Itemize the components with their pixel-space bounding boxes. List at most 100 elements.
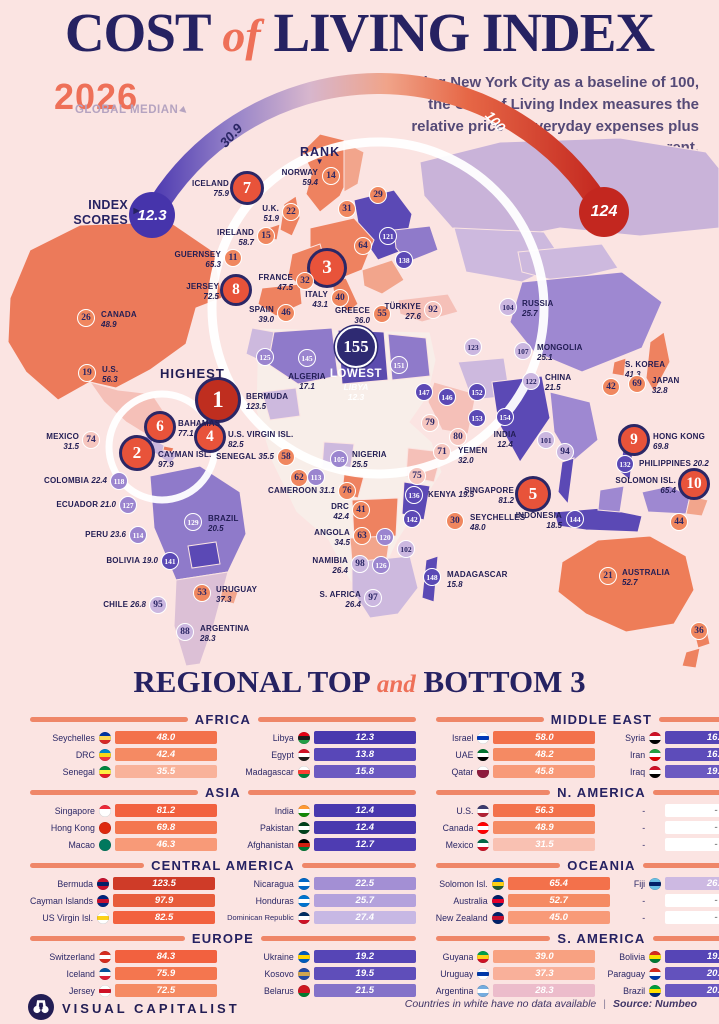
value-bar: - (665, 804, 719, 817)
region-row: Australia 52.7 (436, 893, 610, 908)
header-bar (435, 936, 551, 941)
page-title: COST of LIVING INDEX (64, 2, 655, 63)
region-africa: AFRICA Seychelles 48.0 DRC 42.4 Senegal 35.5 Li… (30, 712, 416, 779)
country-label: Senegal (62, 766, 95, 777)
rank-pointer-label: RANK ▼ (300, 145, 341, 166)
region-title: MIDDLE EAST (550, 712, 653, 727)
flag-icon (649, 877, 662, 890)
country-label: Iran (629, 749, 646, 760)
flag-icon (297, 984, 310, 997)
country-label: Fiji (633, 878, 646, 889)
header-bar (435, 790, 551, 795)
country-label: Singapore (54, 805, 95, 816)
value-bar: 12.4 (313, 804, 416, 817)
country-label: - (642, 839, 646, 850)
region-row: Qatar 45.8 (436, 764, 596, 779)
header-bar (30, 717, 188, 722)
region-row: Senegal 35.5 (30, 764, 217, 779)
region-row: India 12.4 (229, 803, 416, 818)
value-bar: - (665, 894, 719, 907)
country-label: Canada (442, 822, 474, 833)
region-row: Belarus 21.5 (229, 983, 416, 998)
flag-icon (491, 911, 504, 924)
region-row: -- (607, 820, 719, 835)
region-row: Jersey 72.5 (30, 983, 217, 998)
region-row: Bermuda 123.5 (30, 876, 216, 891)
regions-grid: AFRICA Seychelles 48.0 DRC 42.4 Senegal 35.5 Li… (30, 712, 719, 998)
region-row: Libya 12.3 (229, 730, 416, 745)
flag-icon (491, 877, 504, 890)
header-bar (30, 863, 145, 868)
region-row: Canada 48.9 (436, 820, 596, 835)
country-label: India (274, 805, 294, 816)
value-bar: 48.2 (493, 748, 596, 761)
flag-icon (297, 838, 310, 851)
flag-icon (297, 967, 310, 980)
bottom3-column: Syria 16.1 Iran 16.2 Iraq 19.0 (607, 730, 719, 779)
value-bar: 19.5 (313, 967, 416, 980)
flag-icon (297, 950, 310, 963)
value-bar: 35.5 (114, 765, 217, 778)
value-bar: 75.9 (114, 967, 217, 980)
value-bar: 84.3 (114, 950, 217, 963)
flag-icon (297, 804, 310, 817)
region-row: Pakistan 12.4 (229, 820, 416, 835)
rank-arrow-icon: ▼ (315, 157, 325, 166)
header-bar (30, 790, 198, 795)
flag-icon (477, 748, 490, 761)
value-bar: 45.8 (493, 765, 596, 778)
region-row: Fiji 26.7 (622, 876, 719, 891)
top3-column: Guyana 39.0 Uruguay 37.3 Argentina 28.3 (436, 949, 596, 998)
top3-column: U.S. 56.3 Canada 48.9 Mexico 31.5 (436, 803, 596, 852)
flag-icon (98, 804, 111, 817)
region-n-america: N. AMERICA U.S. 56.3 Canada 48.9 Mexico 31.5- -… (435, 785, 719, 852)
region-row: Ukraine 19.2 (229, 949, 416, 964)
region-row: U.S. 56.3 (436, 803, 596, 818)
header-bar (652, 936, 719, 941)
flag-icon (297, 765, 310, 778)
no-data-note: Countries in white have no data availabl… (404, 998, 597, 1010)
flag-icon (98, 984, 111, 997)
flag-icon (297, 748, 310, 761)
country-label: - (642, 805, 646, 816)
region-row: Mexico 31.5 (436, 837, 596, 852)
brand-name: VISUAL CAPITALIST (62, 1001, 240, 1016)
region-oceania: OCEANIA Solomon Isl. 65.4 Australia 52.7 New … (435, 858, 719, 925)
region-row: -- (622, 910, 719, 925)
flag-icon (477, 821, 490, 834)
region-row: -- (607, 803, 719, 818)
region-row: Dominican Republic 27.4 (227, 910, 416, 925)
country-label: Iceland (66, 968, 95, 979)
region-row: Switzerland 84.3 (30, 949, 217, 964)
brand: VISUAL CAPITALIST (28, 994, 240, 1023)
region-asia: ASIA Singapore 81.2 Hong Kong 69.8 Macao 46.3 I… (30, 785, 416, 852)
top3-column: Seychelles 48.0 DRC 42.4 Senegal 35.5 (30, 730, 217, 779)
region-row: Argentina 28.3 (436, 983, 596, 998)
region-title: ASIA (204, 785, 241, 800)
header-bar (260, 936, 416, 941)
value-bar: 42.4 (114, 748, 217, 761)
flag-icon (477, 804, 490, 817)
country-label: Ukraine (263, 951, 294, 962)
flag-icon (477, 967, 490, 980)
flag-icon (297, 894, 310, 907)
country-label: Mexico (445, 839, 474, 850)
footer: VISUAL CAPITALIST Countries in white hav… (0, 990, 719, 1024)
flag-icon (649, 984, 662, 997)
value-bar: 20.3 (665, 967, 719, 980)
header-bar (435, 717, 544, 722)
region-row: Egypt 13.8 (229, 747, 416, 762)
region-row: Israel 58.0 (436, 730, 596, 745)
flag-icon (649, 731, 662, 744)
value-bar: 28.3 (493, 984, 596, 997)
region-row: Bolivia 19.0 (607, 949, 719, 964)
value-bar: 52.7 (507, 894, 610, 907)
flag-icon (477, 984, 490, 997)
value-bar: 12.4 (313, 821, 416, 834)
flag-icon (97, 894, 110, 907)
value-bar: 27.4 (313, 911, 416, 924)
region-title: N. AMERICA (557, 785, 646, 800)
flag-icon (649, 950, 662, 963)
header-bar (30, 936, 185, 941)
region-row: Iraq 19.0 (607, 764, 719, 779)
